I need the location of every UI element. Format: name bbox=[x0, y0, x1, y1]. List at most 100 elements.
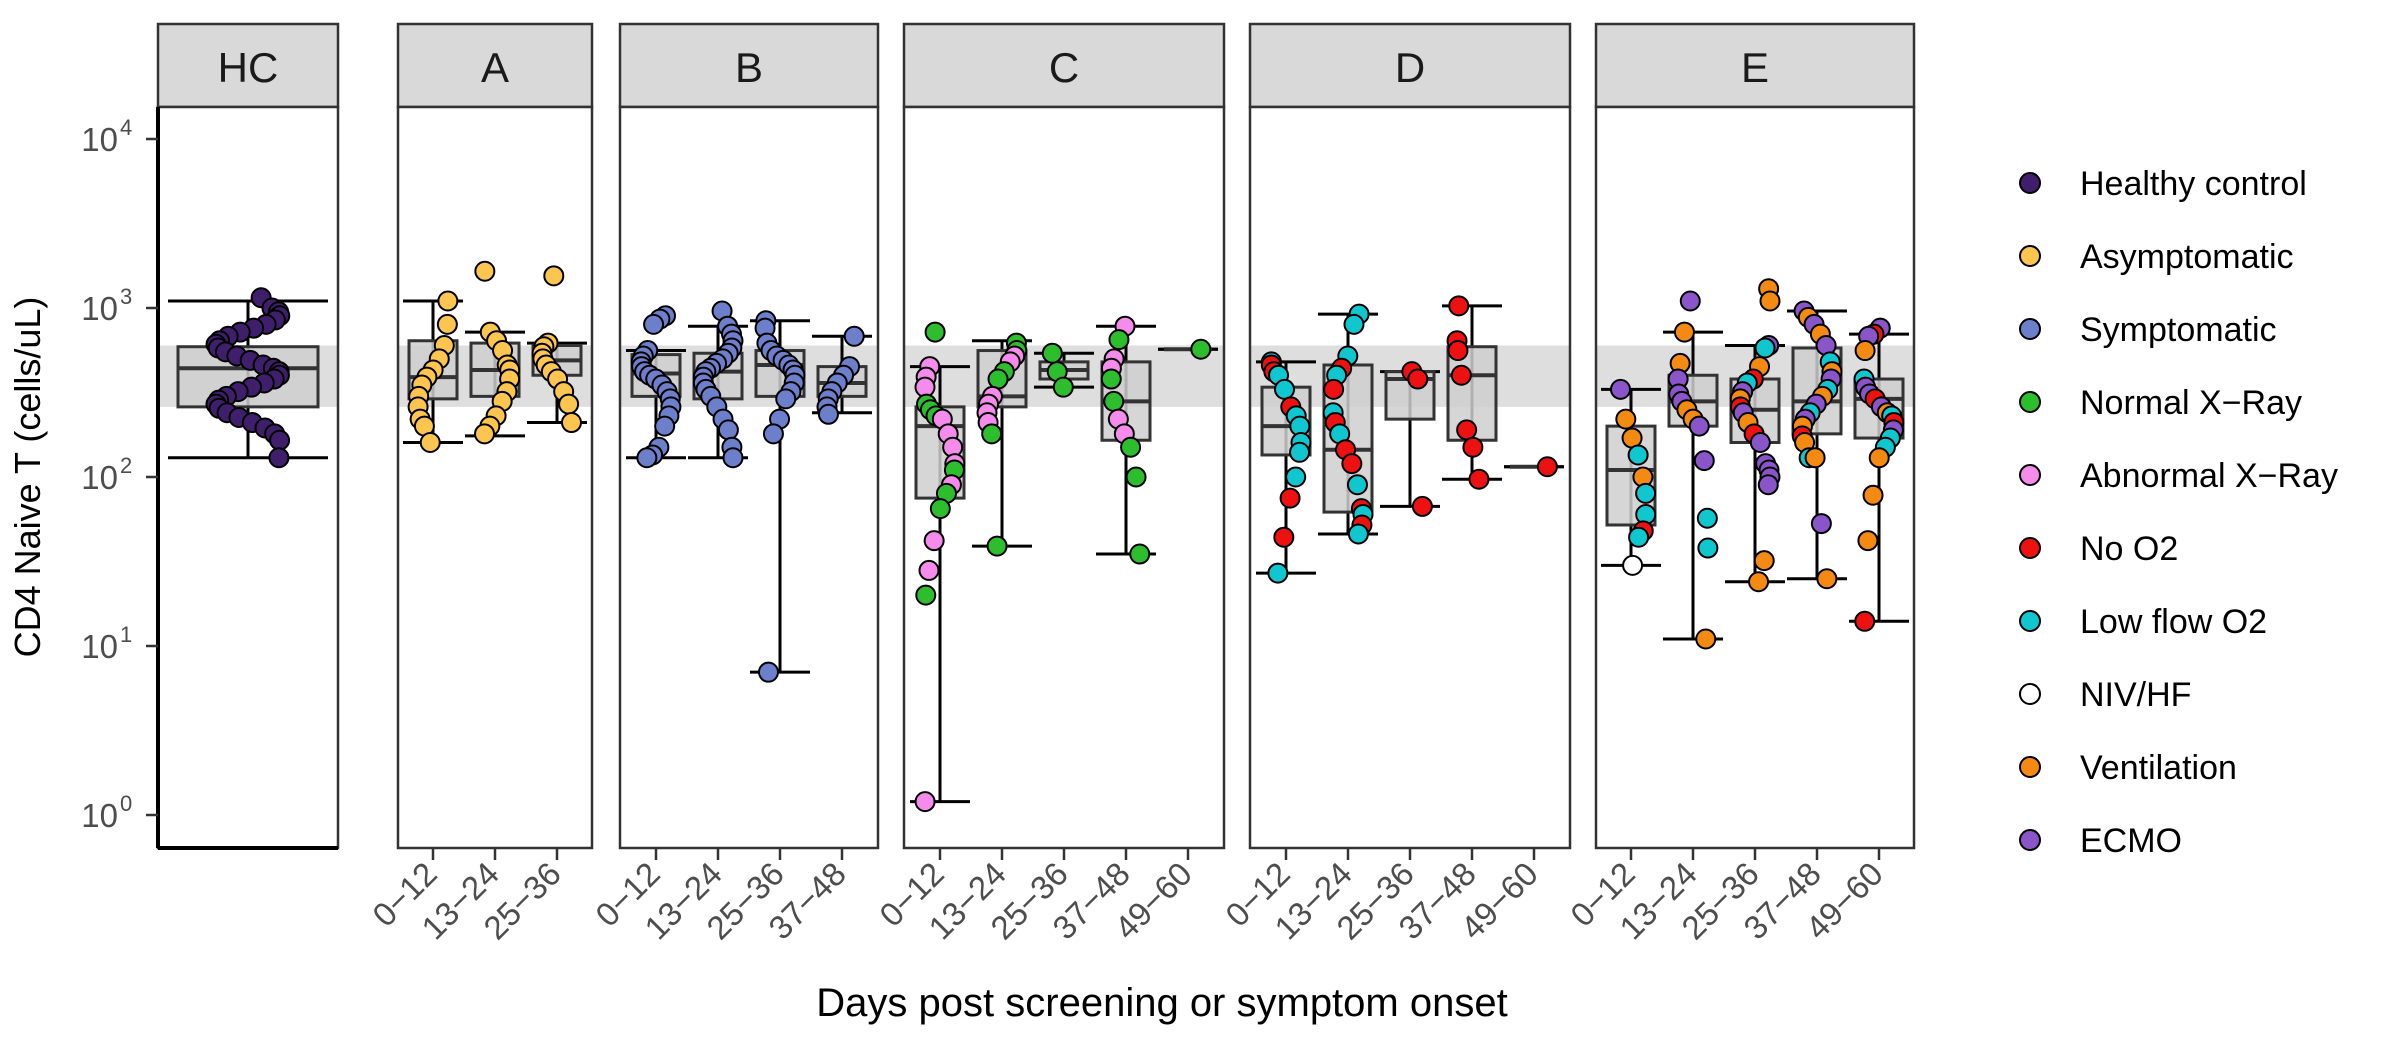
group-5 bbox=[1158, 338, 1218, 360]
data-point bbox=[1456, 419, 1478, 441]
data-point bbox=[1536, 456, 1558, 478]
legend-key-asymp bbox=[2019, 245, 2041, 267]
data-point bbox=[914, 791, 936, 813]
legend-item-symp: Symptomatic bbox=[2019, 311, 2277, 349]
data-point bbox=[643, 313, 665, 335]
data-point bbox=[987, 368, 1009, 390]
panel-strip bbox=[1248, 22, 1572, 109]
data-point bbox=[1697, 537, 1719, 559]
data-point bbox=[1627, 444, 1649, 466]
data-point bbox=[923, 530, 945, 552]
legend-label: Low flow O2 bbox=[2080, 603, 2267, 641]
legend-key-ecmo bbox=[2019, 829, 2041, 851]
data-point bbox=[1862, 484, 1884, 506]
data-point bbox=[1279, 487, 1301, 509]
legend-item-ecmo: ECMO bbox=[2019, 822, 2182, 860]
group-3 bbox=[527, 265, 587, 434]
legend-label: Asymptomatic bbox=[2080, 238, 2294, 276]
group-4 bbox=[1096, 315, 1156, 565]
legend: Healthy control Asymptomatic Symptomatic No… bbox=[2019, 165, 2338, 860]
group-1 bbox=[1256, 351, 1316, 584]
data-point bbox=[929, 498, 951, 520]
data-point bbox=[1450, 364, 1472, 386]
data-point bbox=[1289, 441, 1311, 463]
data-point bbox=[560, 412, 582, 434]
legend-key-abnormal bbox=[2019, 464, 2041, 486]
y-tick-label: 10 bbox=[81, 459, 118, 496]
group-4 bbox=[812, 325, 872, 425]
legend-key-lowflow bbox=[2019, 610, 2041, 632]
data-point bbox=[1810, 513, 1832, 535]
data-point bbox=[1693, 450, 1715, 472]
legend-item-vent: Ventilation bbox=[2019, 749, 2237, 787]
data-point bbox=[1696, 507, 1718, 529]
legend-item-lowflow: Low flow O2 bbox=[2019, 603, 2267, 641]
group-1 bbox=[910, 321, 970, 813]
data-point bbox=[915, 584, 937, 606]
data-point bbox=[268, 447, 290, 469]
data-point bbox=[1103, 390, 1125, 412]
legend-item-niv: NIV/HF bbox=[2019, 676, 2191, 714]
data-point bbox=[1120, 436, 1142, 458]
legend-key-vent bbox=[2019, 756, 2041, 778]
group-2 bbox=[1663, 290, 1723, 650]
legend-key-niv bbox=[2019, 683, 2041, 705]
data-point bbox=[1857, 530, 1879, 552]
group-1 bbox=[626, 305, 686, 469]
y-tick-label: 10 bbox=[81, 797, 118, 834]
group-3 bbox=[750, 310, 810, 683]
group-3 bbox=[1034, 342, 1094, 398]
y-axis-label: CD4 Naive T (cells/uL) bbox=[7, 297, 48, 658]
legend-key-normal bbox=[2019, 391, 2041, 413]
data-point bbox=[437, 290, 459, 312]
panel-background bbox=[398, 107, 592, 848]
data-point bbox=[436, 313, 458, 335]
data-point bbox=[1609, 378, 1631, 400]
legend-label: No O2 bbox=[2080, 530, 2178, 568]
data-point bbox=[636, 447, 658, 469]
panel-strip-label: E bbox=[1741, 44, 1769, 91]
data-point bbox=[1190, 338, 1212, 360]
panels-layer: HC A0−1213−2425−36B0−1213−2425−3637−48C0−… bbox=[156, 22, 1916, 946]
data-point bbox=[1468, 468, 1490, 490]
data-point bbox=[1622, 554, 1644, 576]
data-point bbox=[817, 403, 839, 425]
legend-item-noo2: No O2 bbox=[2019, 530, 2178, 568]
data-point bbox=[986, 535, 1008, 557]
panel-strip bbox=[618, 22, 880, 109]
data-point bbox=[1273, 526, 1295, 548]
y-tick-exponent: 0 bbox=[120, 791, 132, 816]
data-point bbox=[1854, 340, 1876, 362]
group-3 bbox=[1725, 278, 1785, 593]
data-point bbox=[1868, 447, 1890, 469]
data-point bbox=[1757, 474, 1779, 496]
panel-strip-label: B bbox=[735, 44, 763, 91]
legend-label: Abnormal X−Ray bbox=[2080, 457, 2338, 495]
data-point bbox=[1052, 376, 1074, 398]
data-point bbox=[717, 419, 739, 441]
legend-key-healthy bbox=[2019, 172, 2041, 194]
data-point bbox=[775, 388, 797, 410]
group-2 bbox=[972, 332, 1032, 557]
data-point bbox=[1462, 436, 1484, 458]
group-5 bbox=[1849, 317, 1909, 632]
data-point bbox=[1341, 453, 1363, 475]
data-point bbox=[1411, 495, 1433, 517]
panel-background bbox=[620, 107, 878, 848]
data-point bbox=[1759, 290, 1781, 312]
data-point bbox=[419, 432, 441, 454]
group-1 bbox=[1601, 378, 1661, 576]
group-5 bbox=[1504, 456, 1564, 478]
group-2 bbox=[465, 260, 525, 445]
panel-strip-label: HC bbox=[218, 44, 279, 91]
panel-frame bbox=[618, 105, 880, 850]
y-tick-label: 10 bbox=[81, 290, 118, 327]
panel-strip-label: D bbox=[1395, 44, 1425, 91]
data-point bbox=[1804, 447, 1826, 469]
data-point bbox=[1448, 295, 1470, 317]
y-tick-exponent: 1 bbox=[120, 622, 132, 647]
